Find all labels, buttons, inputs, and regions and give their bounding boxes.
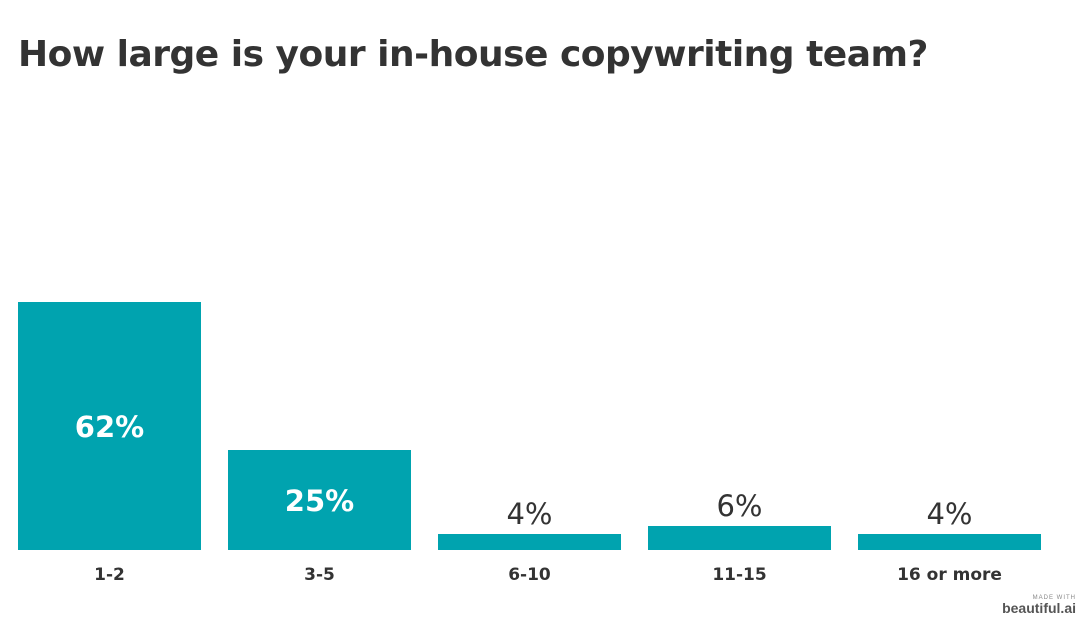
bar-11-15 (648, 526, 831, 550)
data-label: 4% (506, 497, 552, 531)
category-label: 11-15 (712, 565, 766, 585)
category-label: 6-10 (508, 565, 551, 585)
bar-6-10 (438, 534, 621, 550)
bar-1-2 (18, 302, 201, 550)
chart-title: How large is your in-house copywriting t… (18, 34, 928, 75)
watermark-brand-logo: beautiful.ai (1002, 600, 1076, 616)
bar-3-5 (228, 450, 411, 550)
data-label: 4% (926, 497, 972, 531)
data-label: 25% (285, 484, 354, 518)
made-with-watermark: MADE WITH beautiful.ai (1002, 595, 1076, 615)
data-label: 6% (716, 489, 762, 523)
watermark-small-text: MADE WITH (1032, 595, 1076, 601)
category-label: 1-2 (94, 565, 125, 585)
category-label: 16 or more (897, 565, 1002, 585)
data-label: 62% (75, 410, 144, 444)
bar-16-or-more (858, 534, 1041, 550)
category-label: 3-5 (304, 565, 335, 585)
